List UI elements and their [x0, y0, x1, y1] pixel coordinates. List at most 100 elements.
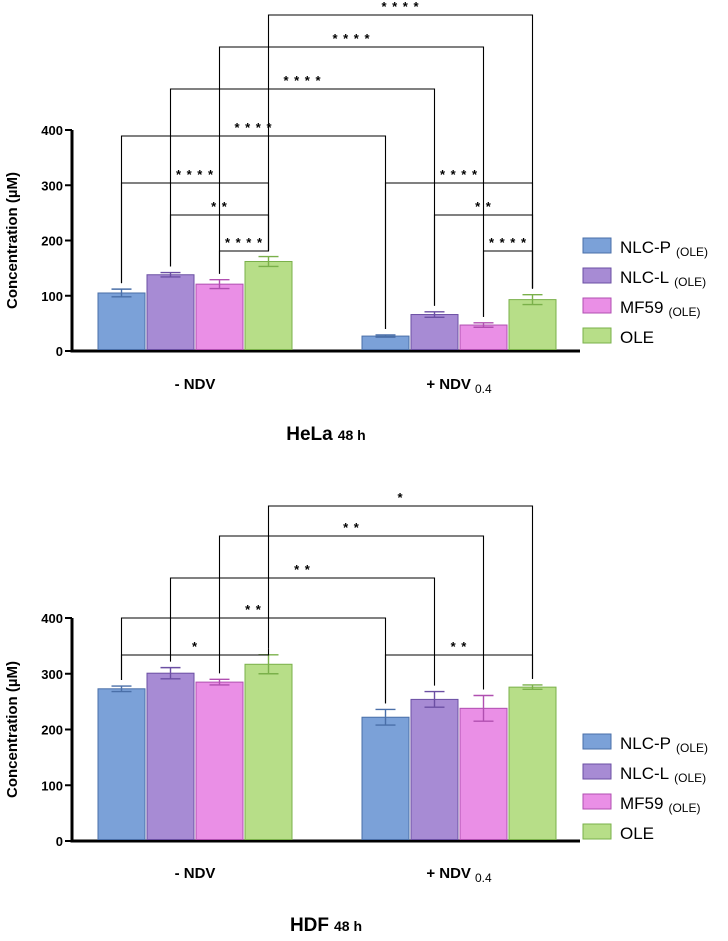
chart-title-suffix: 48 h — [338, 427, 366, 443]
hdf-y-tick-label: 100 — [41, 778, 63, 793]
hela-y-tick-label: 200 — [41, 234, 63, 249]
hdf-significance-bracket — [384, 654, 534, 704]
hdf-error-bar-nlc-p — [375, 708, 396, 726]
hela-significance-label: * * * * — [440, 167, 478, 182]
hdf-error-bar-nlc-p — [111, 685, 132, 693]
hela-significance-bracket — [169, 214, 270, 267]
hela-error-bar-ole — [522, 293, 543, 306]
hdf-y-axis-label: Concentration (µM) — [4, 661, 21, 798]
hdf-significance-label: * — [192, 639, 198, 654]
hela-significance-label: * * * * — [234, 120, 272, 135]
hela-error-bar-ole — [258, 255, 279, 268]
hdf-y-tick-label: 400 — [41, 611, 63, 626]
hdf-chart-title: HDF 48 h — [290, 915, 362, 936]
hela-significance-bracket — [267, 14, 534, 289]
hdf-chart-panel: 0 100 200 300 400 Concentration (µM) - NDV + ND… — [0, 468, 728, 936]
category-label-subscript: 0.4 — [475, 871, 492, 885]
legend-label-subscript: (OLE) — [676, 741, 708, 755]
hela-significance-label: * * * * — [283, 73, 321, 88]
hdf-bar-nlc-l-minus-ndv — [146, 672, 195, 840]
hdf-legend-label-nlc-p: NLC-P (OLE) — [620, 734, 708, 755]
hdf-significance-bracket — [267, 505, 534, 679]
hela-category-label: + NDV 0.4 — [426, 376, 492, 396]
hdf-bar-nlc-p-plus-ndv — [361, 716, 410, 840]
hela-legend-label-mf59: MF59 (OLE) — [620, 298, 700, 319]
hela-y-tick-label: 300 — [41, 178, 63, 193]
hdf-legend-swatch-mf59 — [582, 793, 612, 810]
hdf-significance-bracket — [169, 577, 436, 686]
hdf-significance-label: * * — [245, 602, 262, 617]
hdf-bar-ole-minus-ndv — [244, 663, 293, 840]
hela-bar-mf59-plus-ndv — [459, 324, 508, 351]
hdf-bar-mf59-minus-ndv — [195, 681, 244, 840]
hela-bar-nlc-p-minus-ndv — [97, 292, 146, 350]
hdf-significance-bracket — [120, 648, 270, 681]
hela-error-bar-nlc-l — [424, 311, 445, 318]
hela-bar-nlc-l-plus-ndv — [410, 314, 459, 351]
hela-legend-swatch-nlc-l — [582, 267, 612, 284]
legend-label-subscript: (OLE) — [668, 305, 700, 319]
hdf-bar-mf59-plus-ndv — [459, 707, 508, 840]
hela-error-bar-nlc-p — [375, 334, 396, 338]
hdf-error-bar-nlc-l — [160, 666, 181, 680]
category-label-subscript: 0.4 — [475, 382, 492, 396]
hela-bar-ole-minus-ndv — [244, 260, 293, 350]
hela-significance-label: * * — [211, 199, 228, 214]
hdf-category-label: + NDV 0.4 — [426, 865, 492, 885]
hdf-bar-nlc-p-minus-ndv — [97, 688, 146, 840]
hdf-category-label: - NDV — [175, 865, 216, 882]
hela-y-axis-label: Concentration (µM) — [4, 172, 21, 309]
hela-y-tick-label: 100 — [41, 289, 63, 304]
hdf-significance-label: * * — [294, 562, 311, 577]
hela-error-bar-nlc-p — [111, 288, 132, 298]
hela-legend-swatch-mf59 — [582, 297, 612, 314]
hela-bar-ole-plus-ndv — [508, 299, 557, 350]
hdf-error-bar-ole — [522, 684, 543, 691]
hela-bar-nlc-l-minus-ndv — [146, 274, 195, 351]
hela-legend-label-nlc-p: NLC-P (OLE) — [620, 238, 708, 259]
hdf-significance-label: * — [397, 490, 403, 505]
hdf-error-bar-mf59 — [473, 694, 494, 722]
legend-label-subscript: (OLE) — [668, 801, 700, 815]
hdf-error-bar-nlc-l — [424, 690, 445, 708]
hdf-legend-label-nlc-l: NLC-L (OLE) — [620, 764, 706, 785]
hdf-y-tick-label: 0 — [56, 834, 63, 849]
hela-legend-swatch-ole — [582, 327, 612, 344]
hela-legend-label-nlc-l: NLC-L (OLE) — [620, 268, 706, 289]
hela-significance-bracket — [169, 88, 436, 306]
hela-significance-label: * * * * — [176, 167, 214, 182]
hdf-bar-ole-plus-ndv — [508, 686, 557, 840]
hela-bar-mf59-minus-ndv — [195, 283, 244, 350]
hdf-y-tick-label: 200 — [41, 723, 63, 738]
hela-category-label: - NDV — [175, 376, 216, 393]
hela-chart: 0 100 200 300 400 Concentration (µM) - NDV + ND… — [4, 0, 708, 445]
hela-significance-label: * * * * — [381, 0, 419, 14]
hela-error-bar-nlc-l — [160, 271, 181, 278]
hdf-legend-swatch-nlc-l — [582, 763, 612, 780]
hela-legend-swatch-nlc-p — [582, 237, 612, 254]
hela-chart-panel: 0 100 200 300 400 Concentration (µM) - NDV + ND… — [0, 0, 728, 468]
hdf-y-tick-label: 300 — [41, 667, 63, 682]
hela-significance-label: * * — [475, 199, 492, 214]
hdf-significance-label: * * — [343, 520, 360, 535]
hela-significance-bracket — [218, 250, 270, 274]
hdf-bar-nlc-l-plus-ndv — [410, 698, 459, 840]
hdf-significance-bracket — [218, 535, 485, 690]
hela-y-tick-label: 0 — [56, 344, 63, 359]
hdf-legend-swatch-nlc-p — [582, 733, 612, 750]
hdf-significance-label: * * — [451, 639, 468, 654]
hela-legend-label-ole: OLE — [620, 328, 654, 347]
hela-significance-label: * * * * — [225, 235, 263, 250]
legend-label-subscript: (OLE) — [676, 245, 708, 259]
hdf-legend-label-mf59: MF59 (OLE) — [620, 794, 700, 815]
legend-label-subscript: (OLE) — [674, 771, 706, 785]
hdf-legend-label-ole: OLE — [620, 824, 654, 843]
hdf-chart: 0 100 200 300 400 Concentration (µM) - NDV + ND… — [4, 490, 708, 936]
hela-error-bar-mf59 — [473, 322, 494, 328]
hela-chart-title: HeLa 48 h — [286, 424, 365, 445]
legend-label-subscript: (OLE) — [674, 275, 706, 289]
hdf-error-bar-mf59 — [209, 678, 230, 686]
hela-y-tick-label: 400 — [41, 123, 63, 138]
hdf-legend-swatch-ole — [582, 823, 612, 840]
hela-significance-bracket — [482, 250, 534, 317]
